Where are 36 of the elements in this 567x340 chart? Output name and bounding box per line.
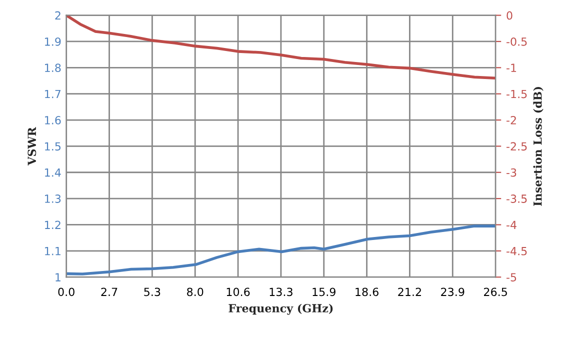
x-tick-label: 15.9	[312, 288, 336, 296]
y2-tick-label: -3.5	[506, 194, 527, 203]
x-tick-label: 13.3	[270, 288, 292, 296]
y-tick-label: 1.8	[45, 64, 61, 72]
y2-tick-label: -0.5	[506, 37, 527, 46]
y2-tick-label: -4	[506, 220, 516, 229]
y2-tick-label: -2	[506, 116, 516, 124]
x-tick-label: 2.7	[101, 288, 118, 296]
y2-tick-label: 0	[506, 11, 512, 20]
x-tick-label: 21.2	[398, 288, 421, 296]
x-tick-label: 8.0	[187, 288, 204, 296]
x-tick-label: 18.6	[356, 288, 378, 296]
y2-tick-label: -2.5	[506, 142, 527, 151]
y2-tick-label: -3	[506, 168, 516, 177]
y-tick-label: 1.3	[45, 194, 61, 203]
x-tick-label: 10.6	[226, 288, 250, 296]
x-tick-label: 0.0	[58, 288, 74, 296]
y-tick-label: 1.2	[45, 220, 60, 229]
y-tick-label: 1.1	[45, 247, 60, 256]
x-tick-label: 5.3	[144, 288, 160, 296]
x-axis-title: Frequency (GHz)	[228, 304, 333, 315]
y-tick-label: 1.5	[45, 142, 61, 151]
y2-tick-label: -4.5	[506, 247, 527, 256]
y2-tick-label: -1	[506, 64, 516, 72]
y2-axis-title: Insertion Loss (dB)	[533, 87, 544, 206]
y2-tick-label: -5	[506, 273, 516, 282]
y2-tick-label: -1.5	[506, 90, 527, 98]
y-tick-label: 1	[56, 273, 60, 282]
y-tick-label: 1.4	[45, 168, 61, 177]
y-tick-label: 1.6	[45, 116, 61, 124]
y-tick-label: 2	[55, 11, 60, 20]
y-tick-label: 1.9	[45, 37, 61, 46]
y-axis-title: VSWR	[28, 126, 36, 166]
x-tick-label: 23.9	[441, 288, 464, 296]
x-tick-label: 26.5	[484, 288, 507, 296]
y-tick-label: 1.7	[45, 90, 61, 98]
